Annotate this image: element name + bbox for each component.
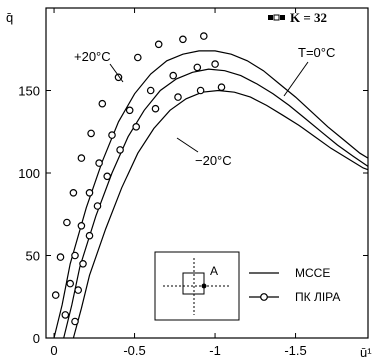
series-2-marker	[211, 60, 219, 68]
badge-square-1	[268, 15, 273, 20]
markers	[51, 32, 226, 326]
x-axis-title: ū¹	[360, 345, 372, 360]
y-axis-title: q̄	[6, 10, 13, 25]
series-3-marker	[217, 83, 226, 92]
series-1-marker	[179, 35, 187, 44]
series-2-marker	[169, 71, 178, 80]
series-3-marker	[132, 123, 141, 131]
legend: A MCCE ПК ЛІРА	[154, 251, 340, 321]
series-1-marker	[98, 99, 107, 108]
series-curve-1	[53, 50, 369, 339]
series-curve-3	[72, 89, 369, 339]
series-1-marker	[56, 253, 65, 261]
series-2-marker	[61, 311, 70, 319]
series-2-marker	[77, 222, 86, 230]
x-tick-label: -1.5	[284, 343, 306, 358]
point-a-label: A	[210, 264, 218, 278]
y-tick-label: 0	[33, 331, 40, 346]
series-1-marker	[69, 189, 78, 197]
series-3-marker	[93, 202, 102, 210]
series-2-marker	[108, 131, 116, 139]
series-1-marker	[200, 32, 208, 40]
series-1-marker	[51, 291, 60, 299]
series-2-marker	[85, 189, 94, 197]
annotation-minus20: −20°C	[195, 153, 232, 168]
leader-zero	[283, 61, 309, 97]
legend-marker-pk	[260, 293, 268, 301]
series-1-marker	[154, 40, 163, 49]
point-a-dot	[201, 283, 207, 289]
series-2-marker	[95, 159, 103, 167]
series-1-marker	[63, 218, 71, 227]
k-badge-label: K = 32	[290, 10, 327, 25]
legend-label-mcce: MCCE	[295, 266, 330, 280]
axis-ticks: 0 50 100 150 0 -0.5 -1 -1.5	[18, 8, 368, 358]
series-1-marker	[77, 154, 86, 162]
annotation-zero: T=0°C	[298, 45, 335, 60]
series-3-marker	[116, 146, 124, 154]
series-3-marker	[151, 104, 160, 113]
series-2-marker	[66, 279, 75, 288]
curves	[53, 50, 369, 339]
series-3-marker	[85, 231, 94, 240]
x-tick-label: -1	[209, 343, 221, 358]
series-curve-2	[63, 68, 369, 339]
series-2-marker	[71, 251, 79, 260]
annotation-plus20: +20°C	[74, 49, 111, 64]
series-3-marker	[71, 317, 79, 326]
badge-square-2	[273, 14, 280, 21]
leader-plus20	[109, 63, 124, 83]
series-2-marker	[193, 63, 202, 72]
y-tick-label: 50	[26, 249, 40, 264]
x-tick-label: 0	[50, 343, 57, 358]
k-badge: K = 32	[268, 10, 327, 25]
legend-label-pk: ПК ЛІРА	[295, 290, 340, 304]
series-3-marker	[103, 172, 112, 181]
x-tick-label: -0.5	[123, 343, 145, 358]
series-3-marker	[174, 93, 182, 101]
y-tick-label: 150	[18, 84, 40, 99]
series-1-marker	[87, 129, 95, 138]
series-2-marker	[125, 106, 134, 115]
series-1-marker	[114, 73, 123, 82]
series-3-marker	[79, 259, 87, 268]
series-1-marker	[134, 53, 142, 62]
series-2-marker	[146, 86, 155, 95]
leader-minus20	[176, 137, 199, 153]
series-3-marker	[196, 86, 205, 95]
badge-square-3	[280, 15, 285, 20]
series-3-marker	[74, 286, 83, 294]
y-tick-label: 100	[18, 166, 40, 181]
